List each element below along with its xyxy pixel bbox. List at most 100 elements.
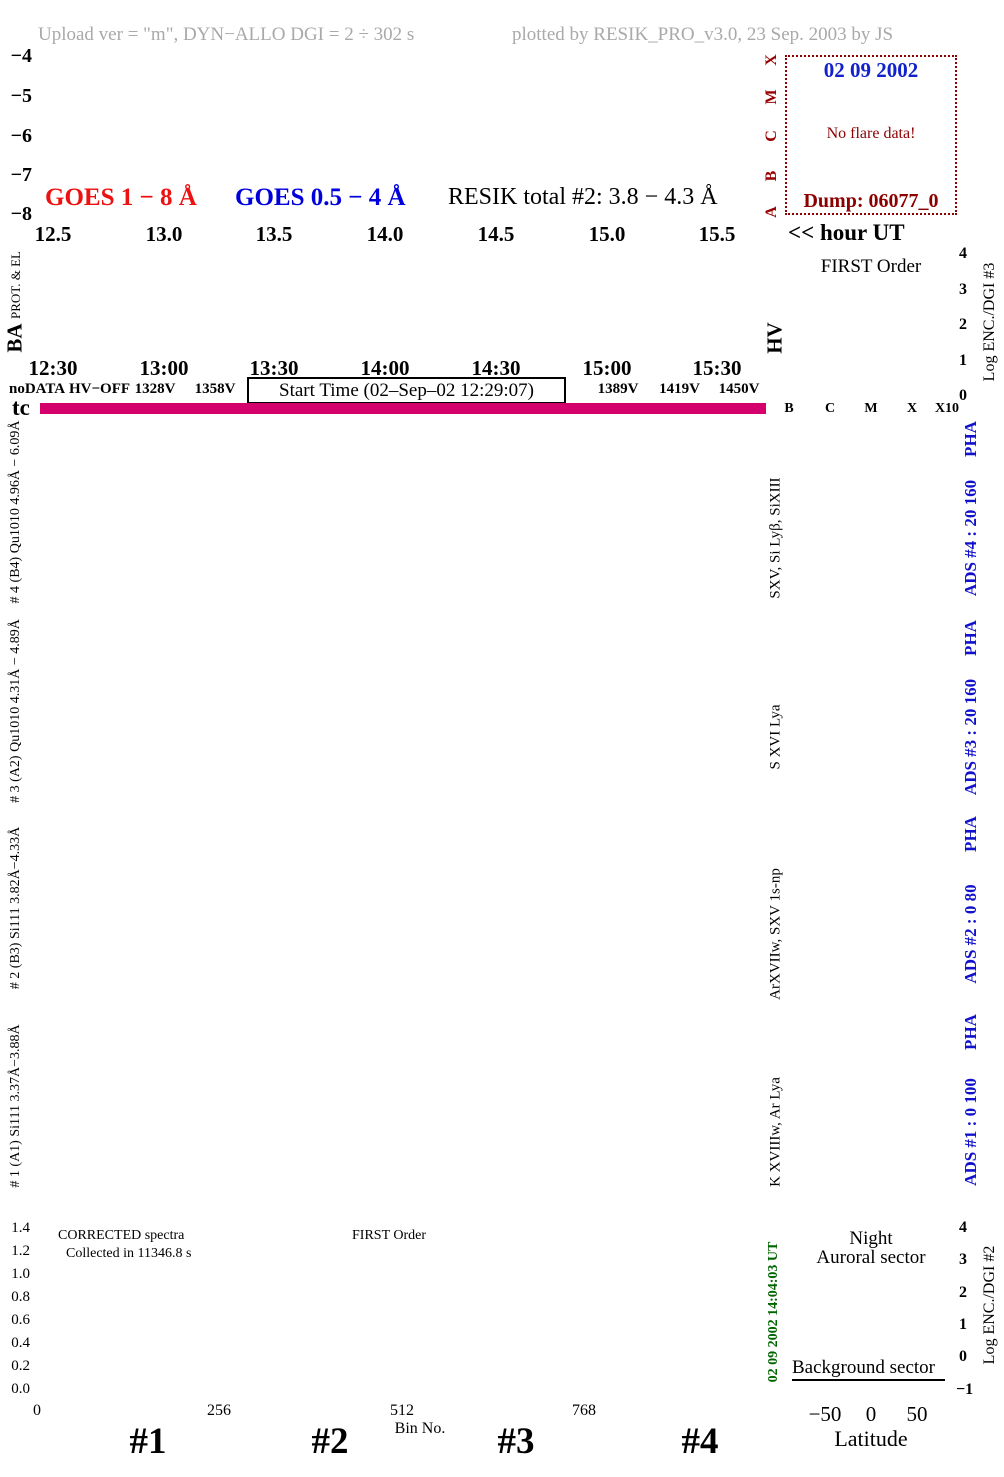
ads-label-4: ADS #4 : 20 160 [961,479,980,597]
spectrogram-main-1 [35,1060,765,1204]
header-left: Upload ver = "m", DYN−ALLO DGI = 2 ÷ 302… [38,24,415,45]
night-ytick: −1 [956,1381,974,1398]
spectra-segment-label-2: #2 [311,1421,349,1462]
sun-date: 02 09 2002 [823,58,919,82]
goes-label-black: RESIK total #2: 3.8 − 4.3 Å [448,184,718,210]
legend-start-time: Start Time (02–Sep–02 12:29:07) [247,377,566,404]
night-xlabel: Latitude [834,1426,908,1451]
hour-tick: 12.5 [34,222,72,246]
legend-hv-off: HV−OFF [69,381,131,397]
spectra-ytick: 0.8 [11,1289,30,1305]
background-sector-label: Background sector [792,1357,945,1381]
night-ytick: 1 [959,1316,967,1333]
ba-label: BA [2,323,27,353]
fo-ytick: 1 [959,352,967,369]
goes-label-red: GOES 1 − 8 Å [45,184,197,211]
spectra-xtick: 0 [33,1402,41,1419]
hour-tick: 14.0 [366,222,404,246]
spectra-ytick: 0.0 [11,1381,30,1397]
spectra-ytick: 1.2 [11,1243,30,1259]
group4-left-label: # 4 (B4) Qu1010 4.96Å − 6.09Å [8,420,23,604]
spectra-ytick: 0.2 [11,1358,30,1374]
pha-histogram-3 [786,614,955,662]
clock-tick: 14:30 [471,356,521,380]
spectra-ytick: 1.4 [11,1220,30,1236]
night-title-2: Auroral sector [816,1247,926,1268]
goes-ytick: −8 [10,203,32,225]
ads-histogram-4 [786,466,955,610]
legend-1450v: 1450V [718,381,760,397]
prot-el-label: PROT. & EL [8,250,23,320]
fo-ytick: 3 [959,281,967,298]
spectra-text-corrected: CORRECTED spectra [58,1228,185,1243]
spectra-text-collected: Collected in 11346.8 s [66,1246,192,1261]
fo-ytick: 2 [959,316,967,333]
spectrogram-thin-2 [35,810,765,858]
pha-histogram-4 [786,415,955,463]
night-xtick: 0 [865,1402,877,1426]
corrected-spectra-plot [35,1222,766,1400]
night-ytick: 0 [959,1348,967,1365]
clock-tick: 15:00 [582,356,632,380]
goes-flux-plot [35,55,766,216]
group2-left-label: # 2 (B3) Si111 3.82Å−4.33Å [8,826,23,990]
sun-panel [785,55,957,215]
fo-xtick: M [864,401,878,416]
fo-ytick: 4 [959,245,967,262]
goes-ytick: −4 [10,45,32,67]
pha-label-2: PHA [961,816,980,852]
clock-tick: 12:30 [28,356,78,380]
hour-tick: 14.5 [477,222,515,246]
ground-track-map [35,271,766,323]
clock-tick: 13:00 [139,356,189,380]
ads-histogram-1 [786,1060,955,1204]
goes-ytick: −7 [10,164,32,186]
spectra-xlabel: Bin No. [394,1420,446,1437]
group3-left-label: # 3 (A2) Qu1010 4.31Å − 4.89Å [8,619,23,803]
night-title-1: Night [849,1228,893,1249]
goes-class-letter: A [763,206,780,218]
pha-histogram-1 [786,1008,955,1056]
goes-ytick: −5 [10,85,32,107]
spectra-text-order: FIRST Order [352,1228,427,1243]
hour-tick: 13.5 [255,222,293,246]
legend-1328v: 1328V [134,381,176,397]
fo-ylabel: Log ENC./DGI #3 [981,262,998,382]
line-label-1: K XVIIIw, Ar Lya [767,1077,784,1187]
header-right: plotted by RESIK_PRO_v3.0, 23 Sep. 2003 … [512,24,894,45]
legend-1419v: 1419V [659,381,700,397]
ads-label-1: ADS #1 : 0 100 [961,1078,980,1186]
pha-histogram-2 [786,810,955,858]
ads-label-3: ADS #3 : 20 160 [961,678,980,796]
spectra-xtick: 768 [572,1402,596,1419]
ba-hv-bars [35,325,766,351]
goes-label-blue: GOES 0.5 − 4 Å [235,184,406,211]
fo-ytick: 0 [959,387,967,404]
tc-label: tc [12,395,30,420]
legend-1389v: 1389V [597,381,639,397]
first-order-plot [786,248,956,401]
spectra-segment-label-4: #4 [681,1421,719,1462]
night-ytick: 3 [959,1251,967,1268]
spectrogram-main-4 [35,466,765,610]
night-ytick: 2 [959,1284,967,1301]
pha-label-1: PHA [961,1014,980,1050]
goes-ytick: −6 [10,125,32,147]
hour-tick: 15.0 [588,222,626,246]
spectrogram-thin-1 [35,1008,765,1056]
goes-class-letter: C [763,130,780,142]
line-label-4: SXV, Si Lyβ, SiXIII [767,477,784,599]
spectra-xtick: 512 [390,1402,414,1419]
spectra-xtick: 256 [207,1402,231,1419]
fo-xtick: C [824,401,836,416]
legend-1358v: 1358V [194,381,236,397]
line-label-3: S XVI Lya [767,704,784,770]
tc-bar [40,403,766,414]
hv-label: HV [762,322,787,354]
fo-xtick: X10 [934,401,960,416]
hour-axis-label: << hour UT [788,220,905,245]
hour-tick: 13.0 [145,222,183,246]
group1-left-label: # 1 (A1) Si111 3.37Å−3.88Å [8,1024,23,1188]
spectra-side-timestamp: 02 09 2002 14:04:03 UT [766,1241,781,1383]
spectra-segment-label-1: #1 [129,1421,167,1462]
